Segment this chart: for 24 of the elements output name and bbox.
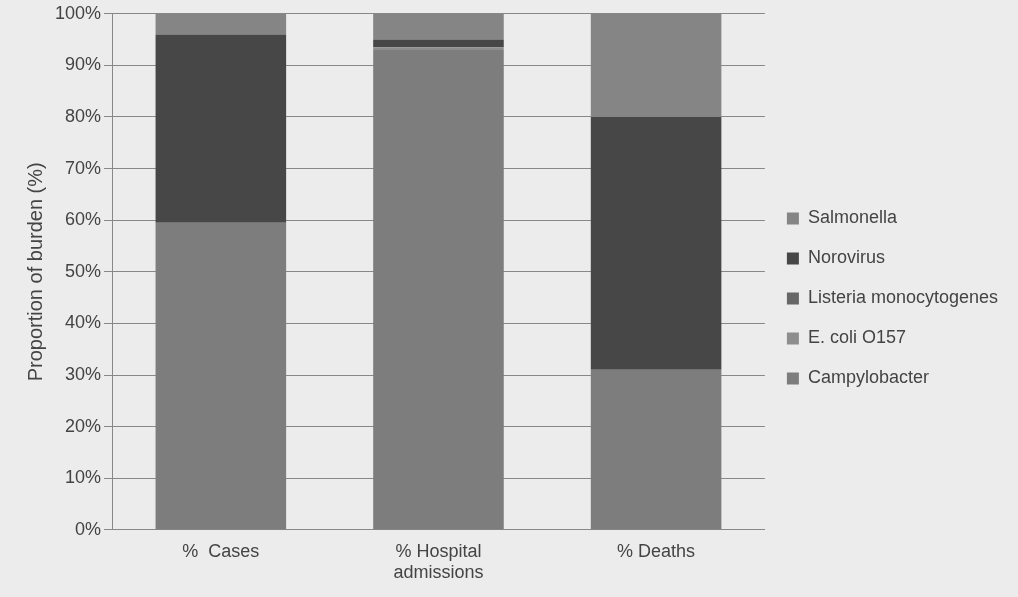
legend-label: Campylobacter [807,367,929,388]
y-tick-label: 90% [65,54,102,75]
y-tick-label: 20% [65,415,102,436]
x-tick-label: % Hospital admissions [393,540,484,583]
x-tick-label: % Deaths [617,540,696,561]
legend-label: Listeria monocytogenes [807,287,998,308]
x-tick-label: % Cases [182,540,260,561]
legend-label: Salmonella [807,207,898,228]
y-axis-title: Proportion of burden (%) [23,162,46,382]
y-tick-label: 70% [65,157,102,178]
legend-label: Norovirus [807,247,885,268]
y-tick-label: 60% [65,209,102,230]
legend-label: E. coli O157 [807,327,906,348]
y-tick-label: 0% [75,518,102,539]
y-tick-label: 10% [65,467,102,488]
bar [155,34,287,223]
bar [373,39,504,48]
y-tick-label: 30% [65,363,102,384]
y-tick-label: 100% [54,2,102,23]
y-tick-label: 80% [65,105,102,126]
bar [373,47,504,50]
y-tick-label: 50% [65,260,102,281]
y-tick-label: 40% [65,312,102,333]
bar [590,117,722,370]
